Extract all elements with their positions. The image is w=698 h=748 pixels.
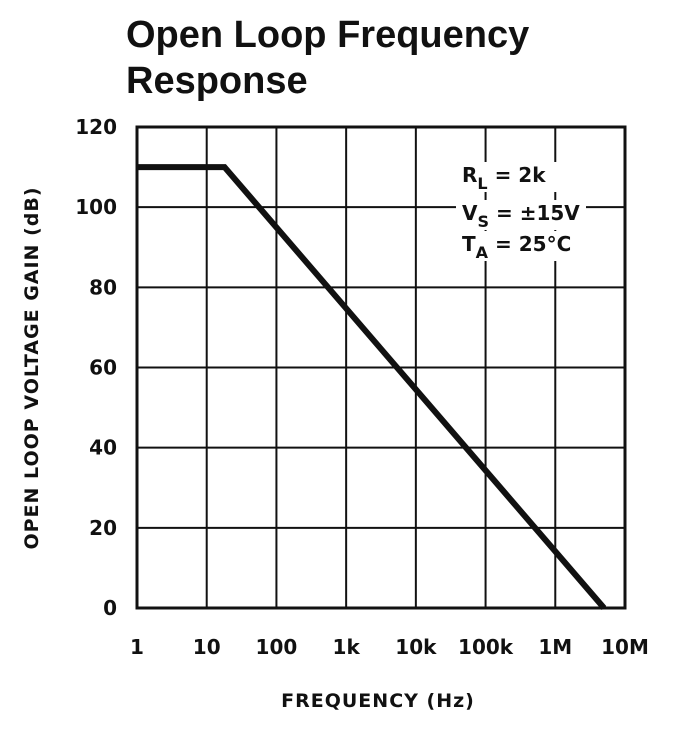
x-axis-label: FREQUENCY (Hz): [281, 690, 475, 712]
y-tick-label: 60: [89, 356, 117, 380]
x-tick-label: 100k: [458, 635, 514, 659]
gain-curve: [137, 164, 607, 610]
x-tick-label: 1M: [538, 635, 572, 659]
y-tick-labels: 0 20 40 60 80 100 120: [75, 115, 117, 620]
x-tick-label: 1k: [333, 635, 361, 659]
annotation-line: VS = ±15V: [462, 201, 580, 231]
y-axis-label: OPEN LOOP VOLTAGE GAIN (dB): [21, 186, 43, 549]
y-tick-label: 100: [75, 195, 117, 219]
annotation-background: [456, 162, 586, 192]
x-tick-label: 10: [193, 635, 221, 659]
x-tick-label: 10k: [395, 635, 437, 659]
annotation-background: [456, 200, 586, 230]
y-tick-label: 120: [75, 115, 117, 139]
y-tick-label: 80: [89, 275, 117, 299]
x-tick-label: 100: [256, 635, 298, 659]
y-tick-label: 20: [89, 516, 117, 540]
annotation-line: TA = 25°C: [462, 232, 571, 262]
y-tick-label: 40: [89, 436, 117, 460]
plot-frame: [135, 125, 627, 610]
chart-title: Open Loop Frequency Response: [126, 14, 530, 102]
grid-lines: [136, 126, 626, 609]
annotation-line: RL = 2k: [462, 163, 546, 193]
y-tick-label: 0: [103, 596, 117, 620]
x-tick-labels: 1 10 100 1k 10k 100k 1M 10M: [130, 635, 649, 659]
annotation-background: [456, 231, 586, 261]
x-tick-label: 1: [130, 635, 144, 659]
x-tick-label: 10M: [601, 635, 649, 659]
